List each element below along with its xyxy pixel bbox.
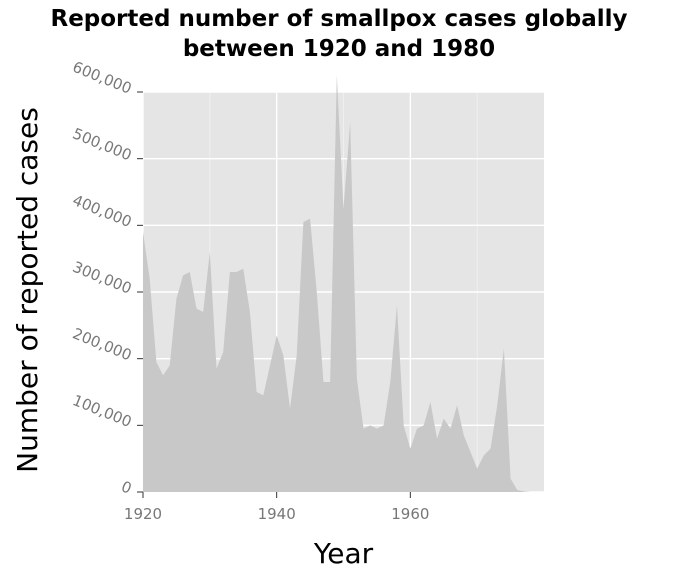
x-tick-label: 1940 [258, 505, 296, 523]
series-area [143, 75, 544, 492]
y-tick-label: 500,000 [70, 124, 134, 164]
x-tick-label: 1920 [124, 505, 162, 523]
axes: 0 100,000 200,000 300,000 400,000 500,000 600,… [70, 58, 429, 523]
x-tick-label: 1960 [391, 505, 429, 523]
x-axis-label: Year [313, 537, 374, 570]
y-tick-label: 200,000 [70, 324, 134, 364]
y-axis-label: Number of reported cases [11, 107, 44, 473]
y-tick-label: 100,000 [70, 391, 134, 431]
axis-labels: Year Number of reported cases [11, 107, 374, 570]
y-tick-label: 600,000 [70, 58, 134, 98]
chart-title-line-2: between 1920 and 1980 [182, 36, 496, 62]
chart-title-line-1: Reported number of smallpox cases global… [50, 6, 628, 32]
y-tick-label: 400,000 [70, 191, 134, 231]
y-tick-label: 300,000 [70, 258, 134, 298]
y-tick-label: 0 [119, 477, 135, 497]
chart-title: Reported number of smallpox cases global… [0, 4, 678, 64]
